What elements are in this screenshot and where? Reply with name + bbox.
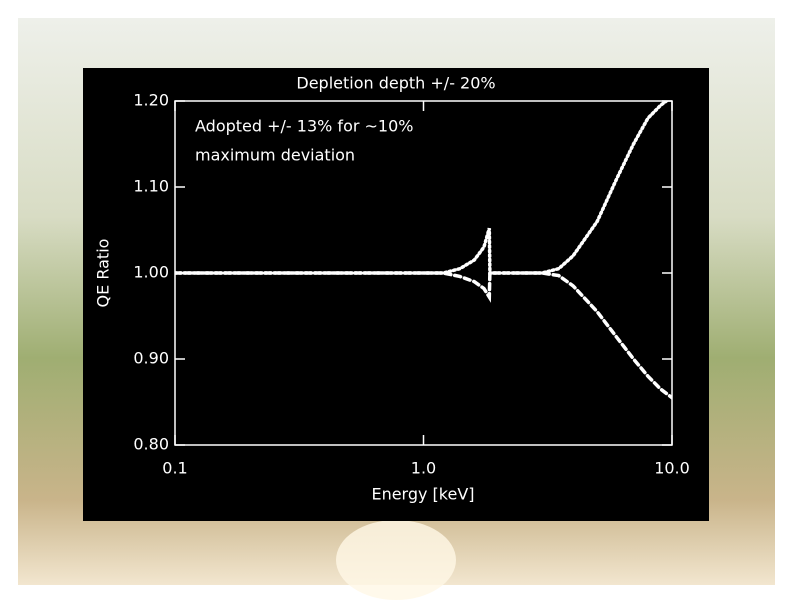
plot-panel [83,68,709,521]
y-tick-label: 1.20 [133,91,169,110]
x-tick-label: 1.0 [411,459,436,478]
x-tick-label: 0.1 [162,459,187,478]
plot-area [175,101,672,400]
y-tick-label: 1.00 [133,263,169,282]
annotation: maximum deviation [195,146,355,165]
x-tick-label: 10.0 [654,459,690,478]
chart-title: Depletion depth +/- 20% [296,74,495,93]
data-line [175,271,672,400]
background-glow [336,520,456,600]
x-axis-label: Energy [keV] [371,485,474,504]
annotation: Adopted +/- 13% for ~10% [195,117,413,136]
y-tick-label: 0.80 [133,435,169,454]
y-tick-label: 0.90 [133,349,169,368]
y-tick-label: 1.10 [133,177,169,196]
y-axis-label: QE Ratio [94,239,113,308]
